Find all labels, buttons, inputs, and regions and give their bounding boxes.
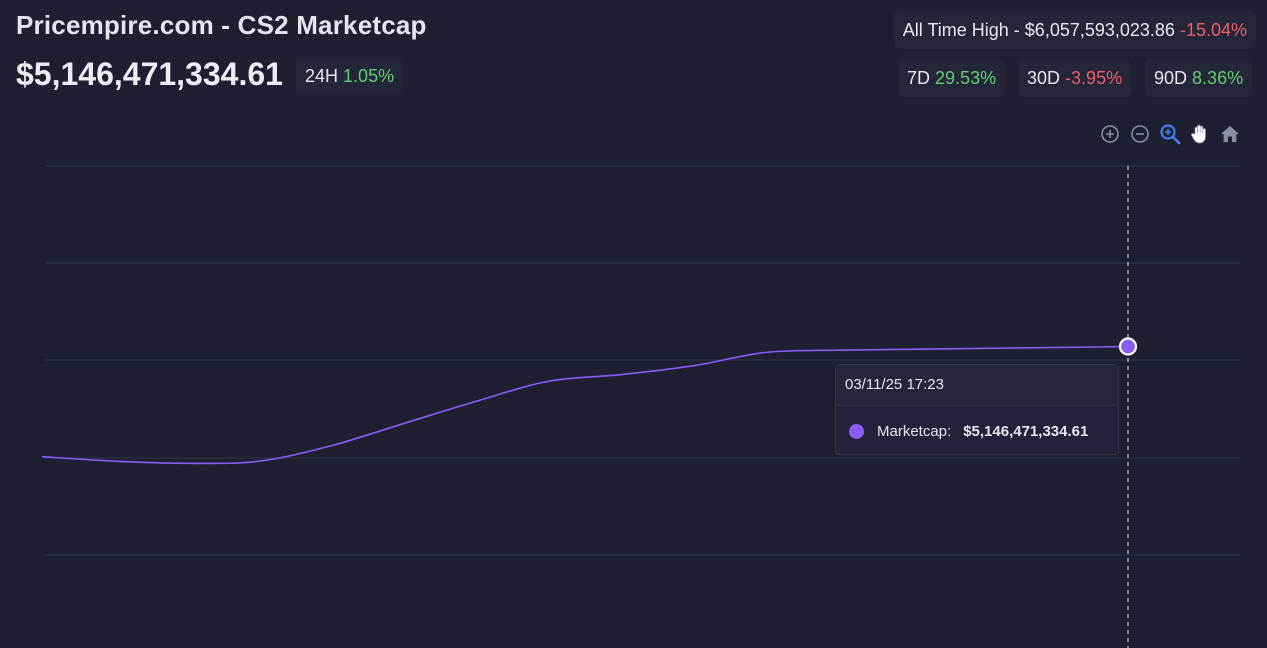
data-point: [402, 421, 406, 425]
data-point: [40, 455, 44, 459]
zoom-in-icon[interactable]: [1098, 122, 1122, 146]
data-point: [764, 350, 768, 354]
tooltip-series-row: Marketcap: $5,146,471,334.61: [836, 406, 1118, 456]
all-time-high-badge: All Time High - $6,057,593,023.86 -15.04…: [893, 11, 1256, 49]
data-point: [1054, 345, 1058, 349]
data-point: [692, 364, 696, 368]
tooltip-value: $5,146,471,334.61: [963, 422, 1089, 440]
change-7d-label: 7D: [907, 68, 931, 88]
change-90d-value: 8.36%: [1192, 68, 1244, 88]
data-point: [330, 444, 334, 448]
data-point: [185, 461, 189, 465]
change-24h-value: 1.05%: [343, 66, 395, 86]
change-90d-label: 90D: [1154, 68, 1188, 88]
tooltip-series-label: Marketcap:: [877, 422, 952, 440]
change-24h-label: 24H: [305, 66, 339, 86]
chart-toolbar: [1098, 122, 1242, 146]
data-point: [909, 347, 913, 351]
marketcap-series-line: [41, 345, 1129, 465]
data-point: [836, 348, 840, 352]
data-point: [112, 459, 116, 463]
data-point: [981, 346, 985, 350]
data-point: [619, 373, 623, 377]
reset-home-icon[interactable]: [1218, 122, 1242, 146]
data-point: [257, 459, 261, 463]
data-point: [474, 399, 478, 403]
page-title: Pricempire.com - CS2 Marketcap: [16, 10, 427, 40]
chart-tooltip: 03/11/25 17:23 Marketcap: $5,146,471,334…: [835, 364, 1119, 455]
change-30d-value: -3.95%: [1065, 68, 1123, 88]
ath-change: -15.04%: [1179, 20, 1247, 40]
series-color-dot: [849, 423, 864, 439]
highlighted-data-point[interactable]: [1118, 337, 1138, 356]
change-30d-label: 30D: [1027, 68, 1061, 88]
data-point: [547, 379, 551, 383]
zoom-out-icon[interactable]: [1128, 122, 1152, 146]
selection-zoom-icon[interactable]: [1158, 122, 1182, 146]
change-24h-badge: 24H 1.05%: [296, 57, 404, 95]
ath-label: All Time High - $6,057,593,023.86: [902, 20, 1175, 40]
change-90d-badge: 90D 8.36%: [1145, 59, 1253, 97]
change-7d-badge: 7D 29.53%: [898, 59, 1006, 97]
current-marketcap: $5,146,471,334.61: [16, 56, 283, 92]
pan-hand-icon[interactable]: [1188, 122, 1212, 146]
tooltip-date: 03/11/25 17:23: [836, 365, 1118, 406]
change-30d-badge: 30D -3.95%: [1018, 59, 1132, 97]
change-7d-value: 29.53%: [935, 68, 997, 88]
